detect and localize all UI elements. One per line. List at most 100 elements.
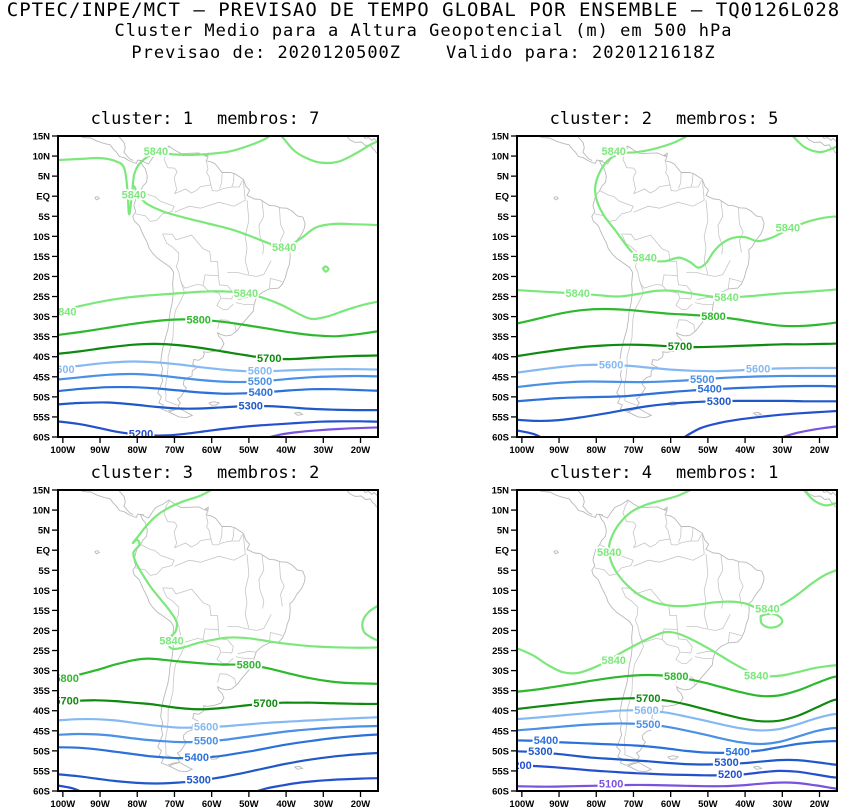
country-border <box>694 302 714 305</box>
lon-tick-label: 40W <box>276 445 296 455</box>
country-border <box>164 633 185 760</box>
contour-line-5600 <box>517 363 837 374</box>
lat-tick-label: 10N <box>33 506 51 517</box>
lat-tick-label: 55S <box>492 412 509 423</box>
lon-tick-label: 70W <box>624 799 644 809</box>
contour-line-5500 <box>58 724 378 744</box>
country-border <box>690 173 694 188</box>
country-border <box>622 146 637 194</box>
lat-tick-label: 45S <box>492 372 509 383</box>
country-border <box>164 279 185 406</box>
country-border <box>727 278 742 289</box>
contour-label-5800: 5800 <box>186 315 210 327</box>
coastline <box>167 408 194 419</box>
contour-line-5600 <box>517 709 837 732</box>
contour-label-5840: 5840 <box>632 253 656 265</box>
lat-tick-label: 35S <box>492 332 509 343</box>
country-border <box>258 200 265 255</box>
contour-label-5400: 5400 <box>185 752 209 764</box>
coastline <box>805 490 837 509</box>
contour-label-5840: 5840 <box>714 292 738 304</box>
lon-tick-label: 80W <box>586 799 606 809</box>
chart-header: CPTEC/INPE/MCT — PREVISAO DE TEMPO GLOBA… <box>0 0 847 64</box>
lon-tick-label: 60W <box>202 799 222 809</box>
lat-tick-label: 25S <box>492 292 509 303</box>
cluster-panel-2: cluster: 2 membros: 5 5840 5840 5840 5840 5840… <box>459 95 847 455</box>
contour-line-5400 <box>58 385 378 395</box>
country-border <box>244 554 250 629</box>
contour-label-5600: 5600 <box>248 366 272 378</box>
cluster-map-2: cluster: 2 membros: 5 5840 5840 5840 5840 5840… <box>492 109 838 455</box>
country-border <box>703 554 709 629</box>
coastline <box>591 145 765 412</box>
lat-tick-label: EQ <box>495 546 509 557</box>
country-border <box>621 587 678 643</box>
contour-line-5600 <box>58 360 378 373</box>
contour-line-5300 <box>58 401 378 412</box>
lon-tick-label: 60W <box>661 799 681 809</box>
coastline <box>553 196 560 201</box>
contour-line-5840 <box>132 185 378 249</box>
lon-tick-label: 90W <box>90 799 110 809</box>
country-border <box>661 275 693 300</box>
coastline <box>94 196 101 201</box>
lat-tick-label: 25S <box>492 646 509 657</box>
lat-tick-label: 45S <box>492 726 509 737</box>
country-border <box>665 162 671 186</box>
country-border <box>174 180 246 213</box>
contour-line-5840 <box>759 612 784 629</box>
coastline <box>117 490 134 515</box>
contour-label-5840: 5840 <box>601 655 625 667</box>
lon-tick-label: 30W <box>773 799 793 809</box>
coastline <box>553 550 560 555</box>
country-border <box>686 614 731 631</box>
country-border <box>216 297 234 310</box>
lat-tick-label: 5S <box>497 212 509 223</box>
lat-tick-label: 5S <box>497 566 509 577</box>
lat-tick-label: 15S <box>33 606 50 617</box>
coastline <box>821 490 837 496</box>
lat-tick-label: 15N <box>492 132 510 143</box>
country-border <box>675 297 693 310</box>
lat-tick-label: 10N <box>33 152 51 163</box>
coastline <box>346 490 378 509</box>
header-validity: Previsao de: 2020120500Z Valido para: 20… <box>131 43 716 63</box>
contour-label-5400: 5400 <box>249 387 273 399</box>
contour-label-5300: 5300 <box>707 396 731 408</box>
country-border <box>237 650 256 655</box>
panel-title-cluster: cluster: 2 <box>550 109 652 129</box>
contour-label-5400: 5400 <box>725 747 749 759</box>
contour-label-5840: 5840 <box>601 146 625 158</box>
lat-tick-label: 30S <box>33 666 50 677</box>
lon-tick-label: 100W <box>509 445 534 455</box>
header-subtitle: Cluster Medio para a Altura Geopotencial… <box>114 21 733 41</box>
coastline <box>537 136 604 164</box>
lat-tick-label: 15N <box>33 486 51 497</box>
contour-label-5300: 5300 <box>238 401 262 413</box>
lon-tick-label: 20W <box>351 799 371 809</box>
lat-tick-label: 45S <box>33 372 50 383</box>
contour-line-5800 <box>517 673 837 698</box>
contour-label-5840: 5840 <box>272 242 296 254</box>
country-border <box>279 561 285 607</box>
contour-label-5500: 5500 <box>194 736 218 748</box>
country-border <box>696 296 715 301</box>
contour-label-5800: 5800 <box>237 660 261 672</box>
lon-tick-label: 60W <box>661 445 681 455</box>
lon-tick-label: 90W <box>549 445 569 455</box>
lon-tick-label: 40W <box>276 799 296 809</box>
contour-label-5500: 5500 <box>636 719 660 731</box>
lat-tick-label: 15S <box>492 606 509 617</box>
country-border <box>738 561 744 607</box>
country-border <box>686 260 731 277</box>
contour-label-5500: 5500 <box>248 376 272 388</box>
contour-line-5400 <box>517 739 837 754</box>
coastline <box>753 766 763 770</box>
lat-tick-label: 60S <box>33 433 50 444</box>
country-border <box>162 587 219 643</box>
contour-line-5840 <box>280 136 378 165</box>
country-border <box>676 319 696 332</box>
contour-label-5800: 5800 <box>54 673 78 685</box>
lat-tick-label: 50S <box>492 392 509 403</box>
contour-line-5840 <box>321 265 330 273</box>
